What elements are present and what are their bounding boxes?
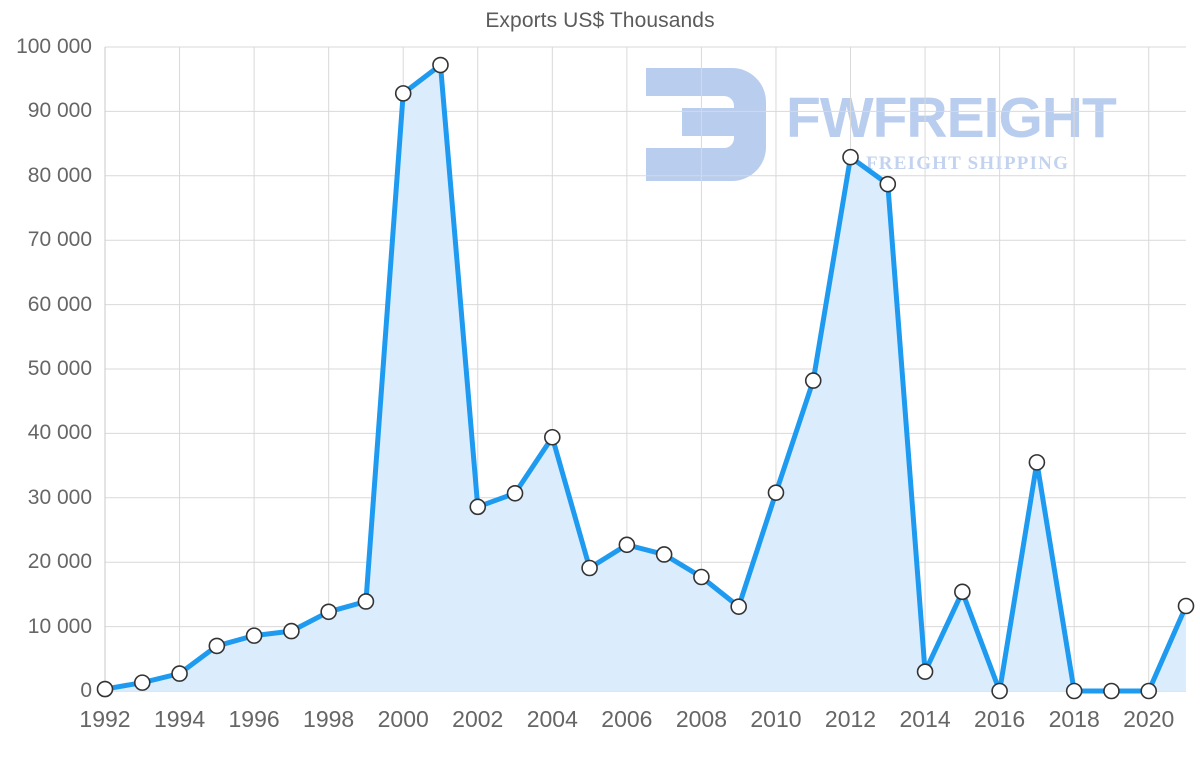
data-point-marker [208,637,226,655]
data-point-marker [1103,682,1120,700]
data-point-marker [693,568,710,586]
data-point-marker [544,428,561,446]
y-axis-tick-label: 90 000 [27,99,92,123]
data-point-marker [96,680,114,698]
data-point-marker [655,546,673,563]
x-axis-tick-label: 2014 [899,706,951,732]
data-point-marker [357,593,375,610]
x-axis-tick-label: 1992 [79,706,131,732]
area-fill [105,65,1186,691]
y-axis-tick-label: 50 000 [27,357,92,380]
y-axis-tick-label: 30 000 [27,485,92,509]
y-axis-tick-label: 80 000 [27,163,92,187]
y-axis-tick-label: 20 000 [27,550,92,574]
y-axis-tick-label: 70 000 [27,228,92,252]
chart-title: Exports US$ Thousands [485,9,715,32]
data-point-marker [394,85,412,102]
x-axis-tick-label: 2002 [452,706,504,732]
series-markers [96,56,1195,700]
data-point-marker [991,682,1008,700]
data-point-marker [1065,682,1083,700]
data-point-marker [469,498,487,516]
data-point-marker [320,603,337,621]
x-axis-tick-label: 2020 [1123,706,1175,732]
series-area-fill [105,65,1186,691]
data-point-marker [1140,682,1158,700]
data-point-marker [767,484,785,501]
data-point-marker [916,663,934,680]
data-point-marker [879,175,897,193]
data-point-marker [506,484,524,502]
data-point-marker [133,674,151,691]
x-axis-tick-label: 1994 [153,706,206,732]
data-point-marker [581,559,598,577]
x-axis-tick-label: 2006 [601,706,653,732]
data-point-marker [171,665,188,682]
data-point-marker [730,598,747,615]
x-axis-tick-label: 2018 [1048,706,1100,732]
data-point-marker [245,627,263,644]
x-axis-tick-label: 2004 [526,706,578,732]
x-axis-tick-label: 2012 [824,706,877,732]
data-point-marker [1177,597,1195,615]
y-axis-tick-label: 100 000 [16,35,92,58]
y-axis-tick-label: 60 000 [27,292,92,316]
x-axis-tick-label: 1996 [228,706,280,732]
x-axis-tick-label: 2010 [750,706,802,732]
data-point-marker [954,583,971,601]
data-point-marker [618,536,636,554]
x-axis-tick-label: 2008 [675,706,727,732]
data-point-marker [842,148,859,166]
y-axis-tick-label: 40 000 [27,421,92,445]
data-point-marker [804,372,822,389]
y-axis-tick-label: 10 000 [27,614,92,638]
x-axis-tick-label: 1998 [303,706,355,732]
y-axis-tick-label: 0 [80,679,92,702]
data-point-marker [432,56,449,74]
data-point-marker [1028,454,1046,471]
x-axis-tick-label: 2016 [974,706,1026,732]
data-point-marker [283,622,300,640]
x-axis-tick-label: 2000 [377,706,429,732]
